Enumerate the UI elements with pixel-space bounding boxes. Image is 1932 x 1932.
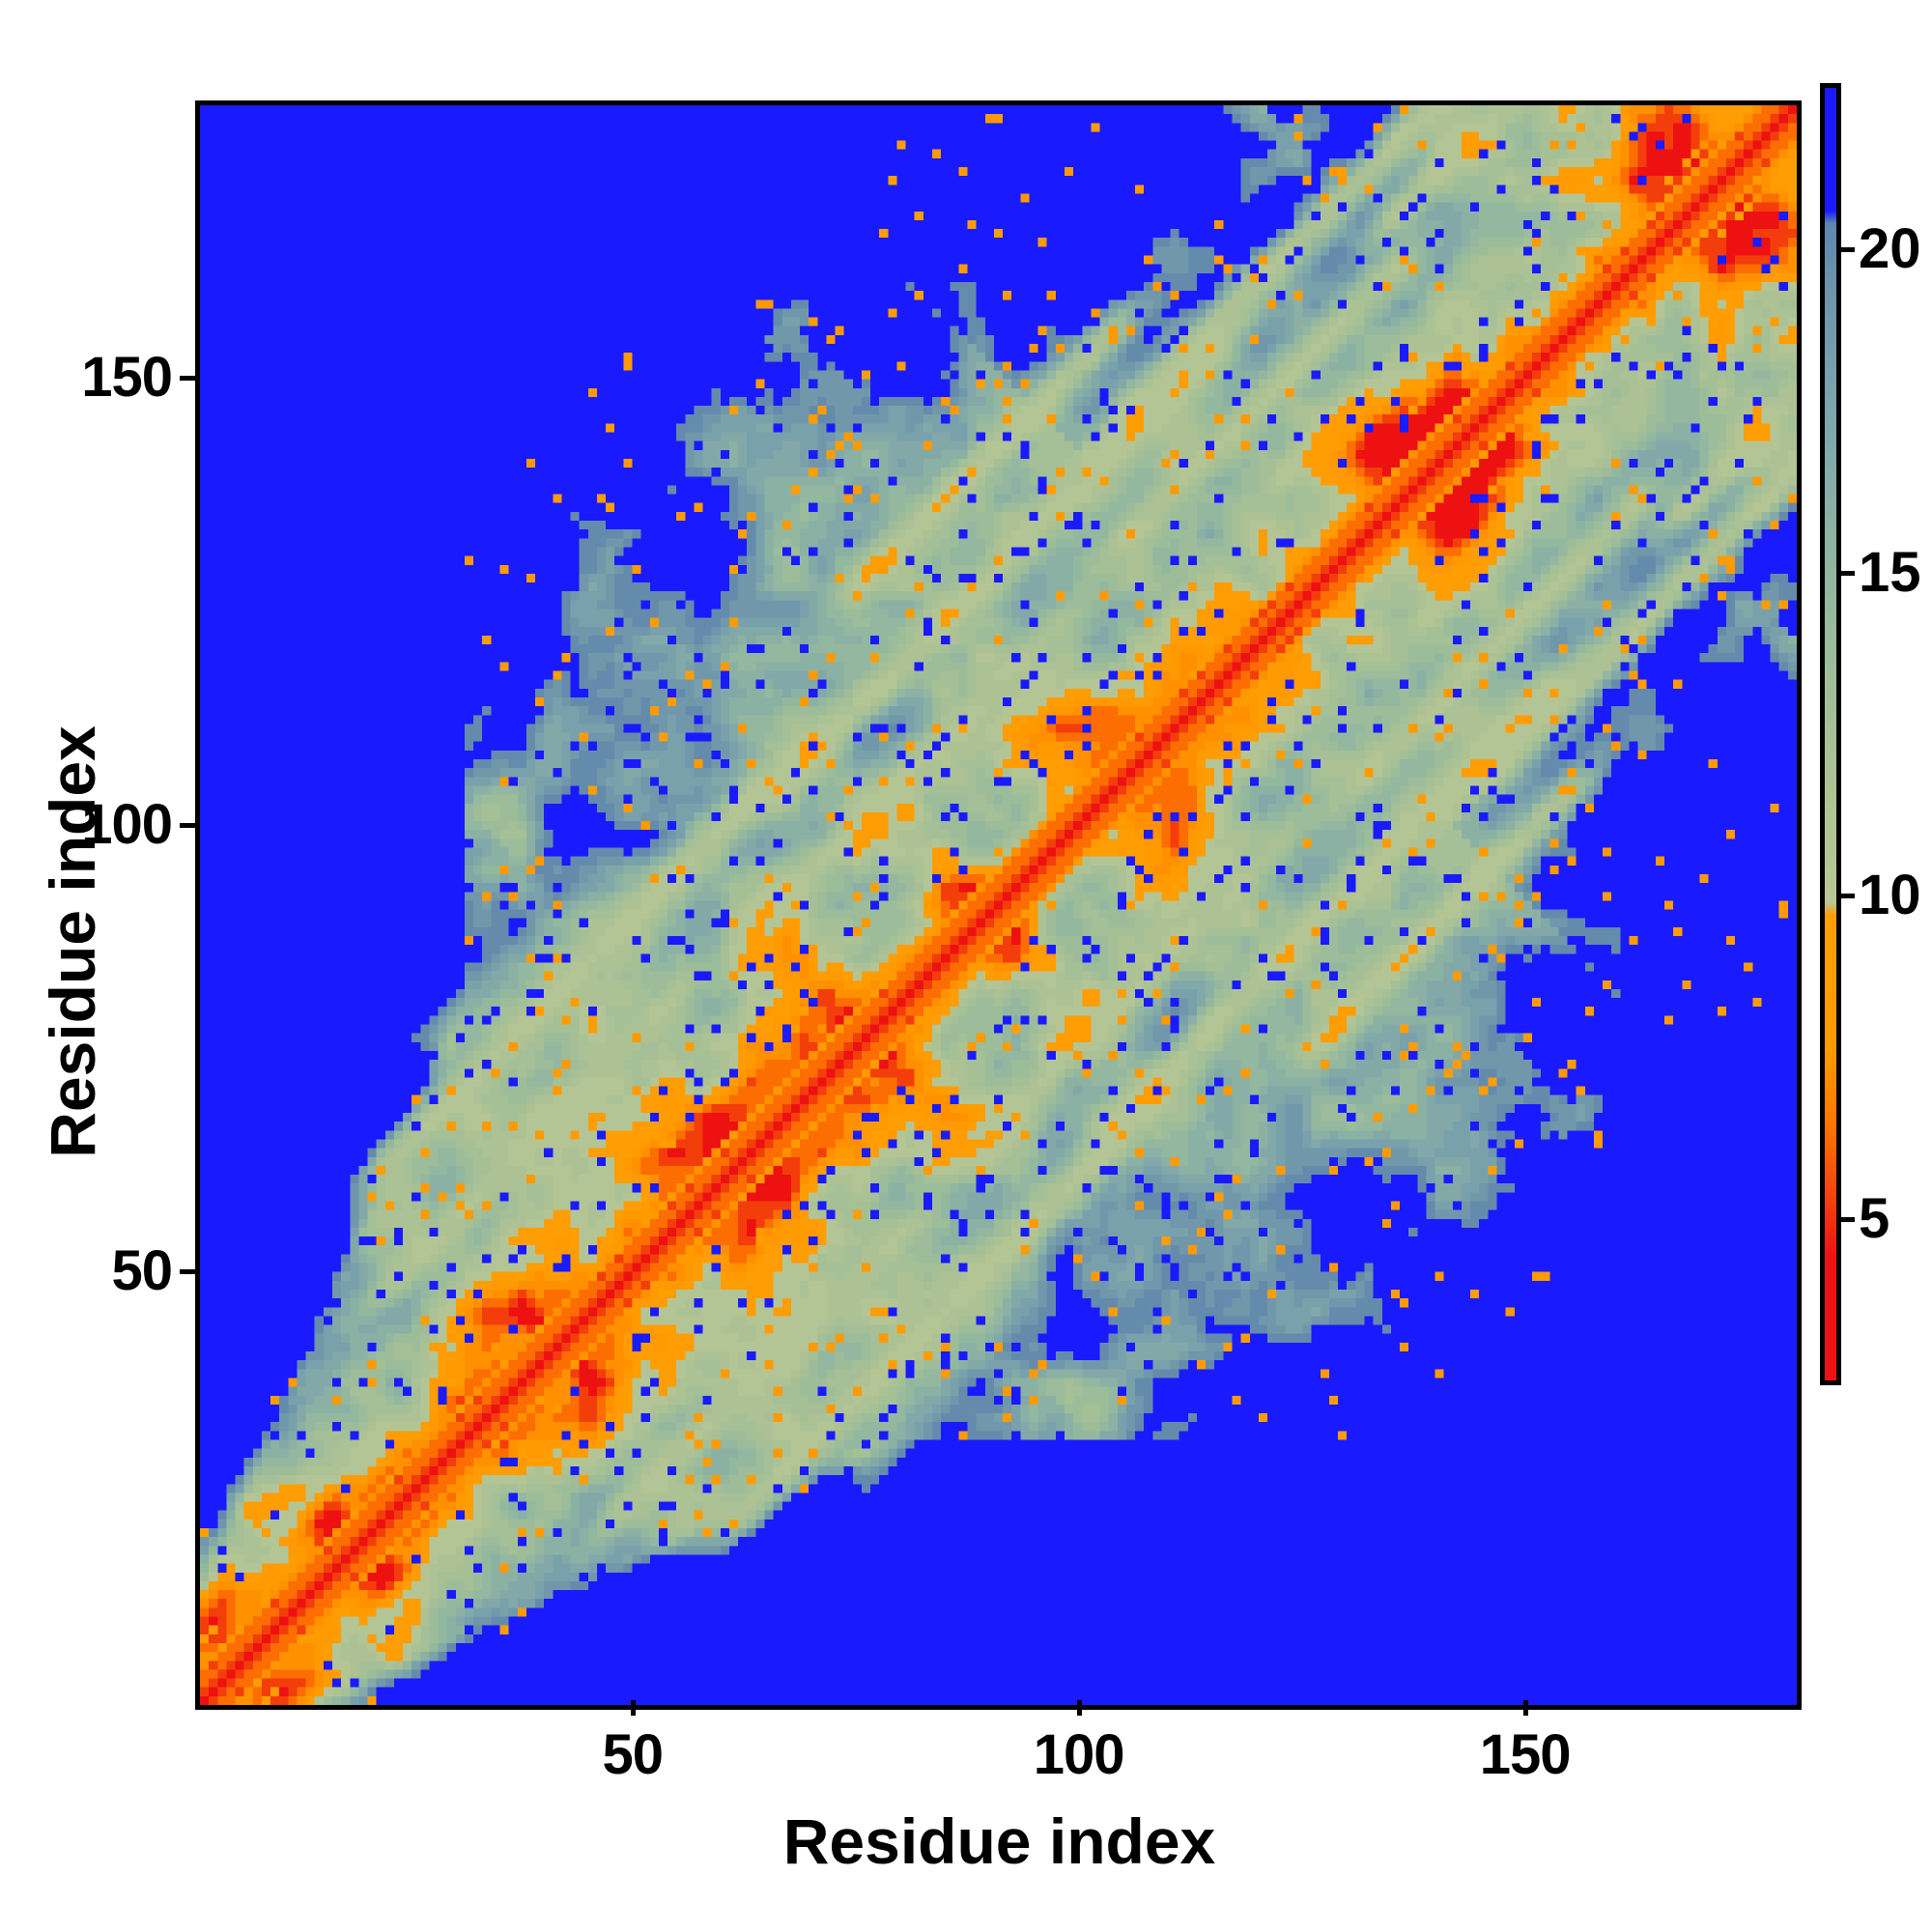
- x-axis-ticklabel-150: 150: [1479, 1723, 1572, 1786]
- x-axis-ticklabel-50: 50: [602, 1723, 664, 1786]
- x-axis-tick-150: [1522, 1700, 1528, 1716]
- colorbar-tick-15: [1841, 570, 1855, 576]
- colorbar-tick-20: [1841, 247, 1855, 253]
- y-axis-ticklabel-50: 50: [111, 1239, 173, 1303]
- colorbar: [1820, 83, 1841, 1385]
- y-axis-tick-100: [180, 822, 195, 828]
- y-axis-ticklabel-150: 150: [81, 345, 173, 409]
- colorbar-tick-10: [1841, 894, 1855, 899]
- y-axis-title: Residue index: [37, 725, 108, 1158]
- x-axis-tick-100: [1076, 1700, 1082, 1716]
- x-axis-ticklabel-100: 100: [1033, 1723, 1125, 1786]
- colorbar-ticklabel-10: 10: [1859, 864, 1921, 927]
- y-axis-tick-50: [180, 1269, 195, 1275]
- colorbar-gradient: [1825, 88, 1836, 1380]
- heatmap-canvas: [200, 105, 1797, 1705]
- x-axis-title: Residue index: [782, 1805, 1216, 1877]
- x-axis-tick-50: [630, 1700, 636, 1716]
- heatmap-plot-area: [195, 100, 1802, 1710]
- colorbar-ticklabel-15: 15: [1859, 540, 1921, 604]
- colorbar-ticklabel-5: 5: [1859, 1186, 1890, 1250]
- colorbar-tick-5: [1841, 1216, 1855, 1222]
- colorbar-ticklabel-20: 20: [1859, 217, 1921, 281]
- y-axis-ticklabel-100: 100: [81, 792, 173, 856]
- y-axis-tick-150: [180, 375, 195, 381]
